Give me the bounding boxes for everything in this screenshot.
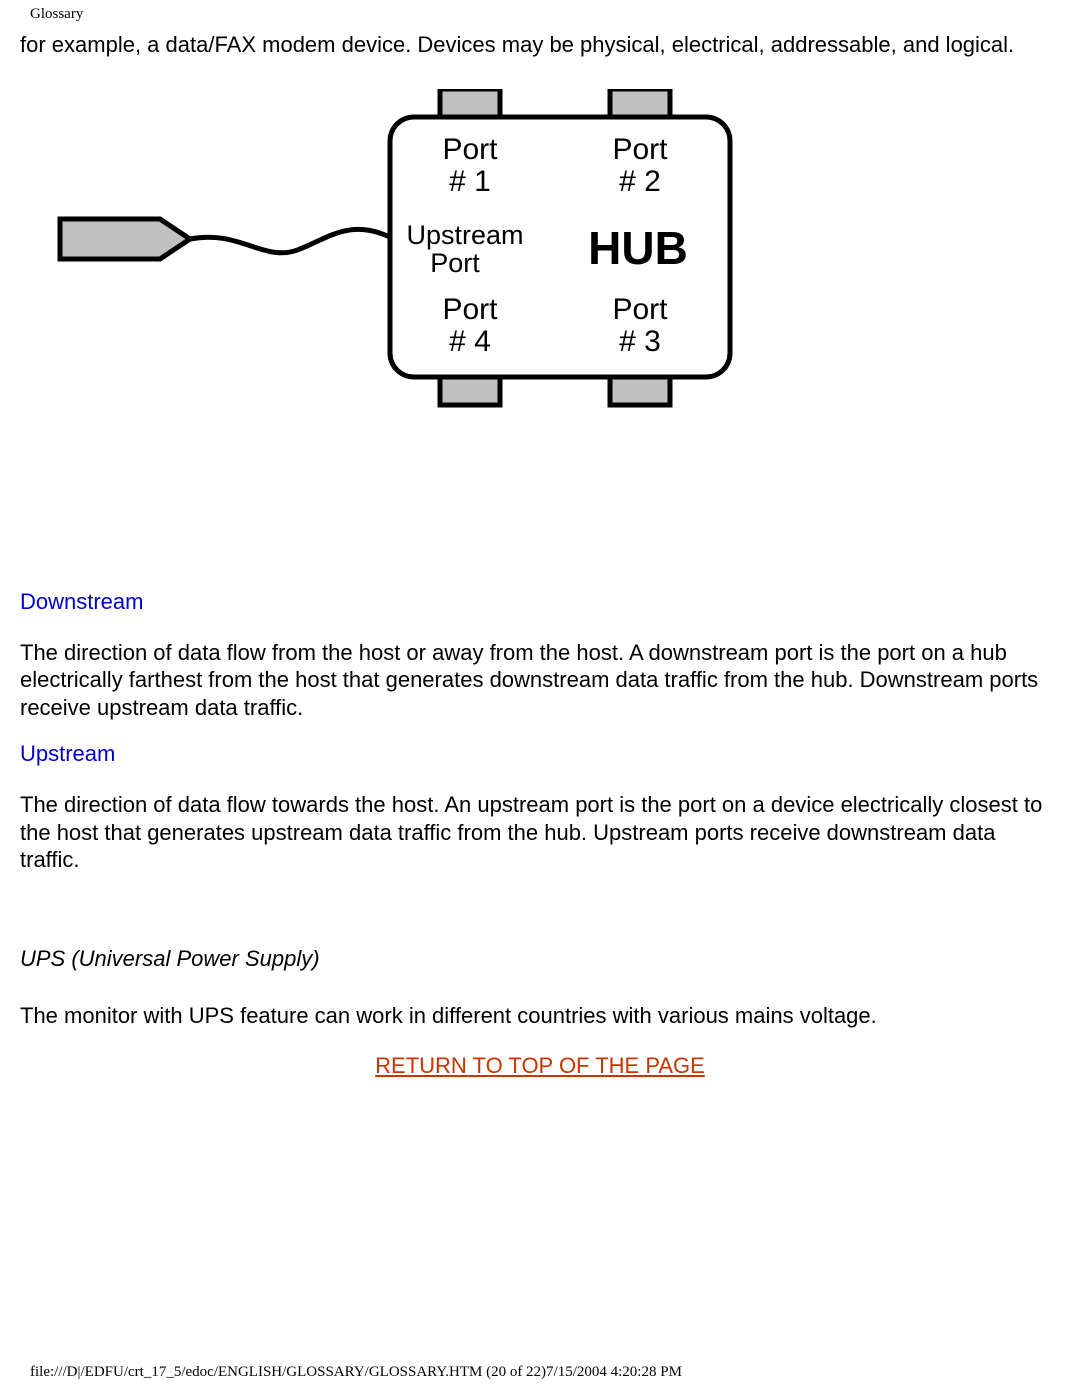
svg-text:# 1: # 1 xyxy=(449,165,491,198)
svg-text:Port: Port xyxy=(612,133,668,166)
term-downstream-title: Downstream xyxy=(20,589,1060,615)
svg-text:HUB: HUB xyxy=(588,222,688,274)
page-header-title: Glossary xyxy=(20,0,1060,27)
term-downstream-desc: The direction of data flow from the host… xyxy=(20,639,1060,722)
svg-text:# 2: # 2 xyxy=(619,165,661,198)
term-upstream-desc: The direction of data flow towards the h… xyxy=(20,791,1060,874)
page-root: Glossary for example, a data/FAX modem d… xyxy=(0,0,1080,1397)
svg-text:Port: Port xyxy=(442,293,498,326)
svg-text:Port: Port xyxy=(430,248,480,278)
hub-figure: Port# 1Port# 2UpstreamPortHUBPort# 4Port… xyxy=(20,89,1060,509)
ups-heading: UPS (Universal Power Supply) xyxy=(20,946,1060,972)
svg-text:Port: Port xyxy=(612,293,668,326)
svg-text:Upstream: Upstream xyxy=(406,220,523,250)
svg-text:Port: Port xyxy=(442,133,498,166)
term-upstream-title: Upstream xyxy=(20,741,1060,767)
svg-text:# 3: # 3 xyxy=(619,325,661,358)
ups-desc: The monitor with UPS feature can work in… xyxy=(20,1002,1060,1030)
intro-paragraph: for example, a data/FAX modem device. De… xyxy=(20,31,1060,59)
footer-path: file:///D|/EDFU/crt_17_5/edoc/ENGLISH/GL… xyxy=(0,1364,1080,1381)
hub-diagram-svg: Port# 1Port# 2UpstreamPortHUBPort# 4Port… xyxy=(20,89,760,429)
svg-text:# 4: # 4 xyxy=(449,325,491,358)
return-to-top-link[interactable]: RETURN TO TOP OF THE PAGE xyxy=(20,1053,1060,1079)
